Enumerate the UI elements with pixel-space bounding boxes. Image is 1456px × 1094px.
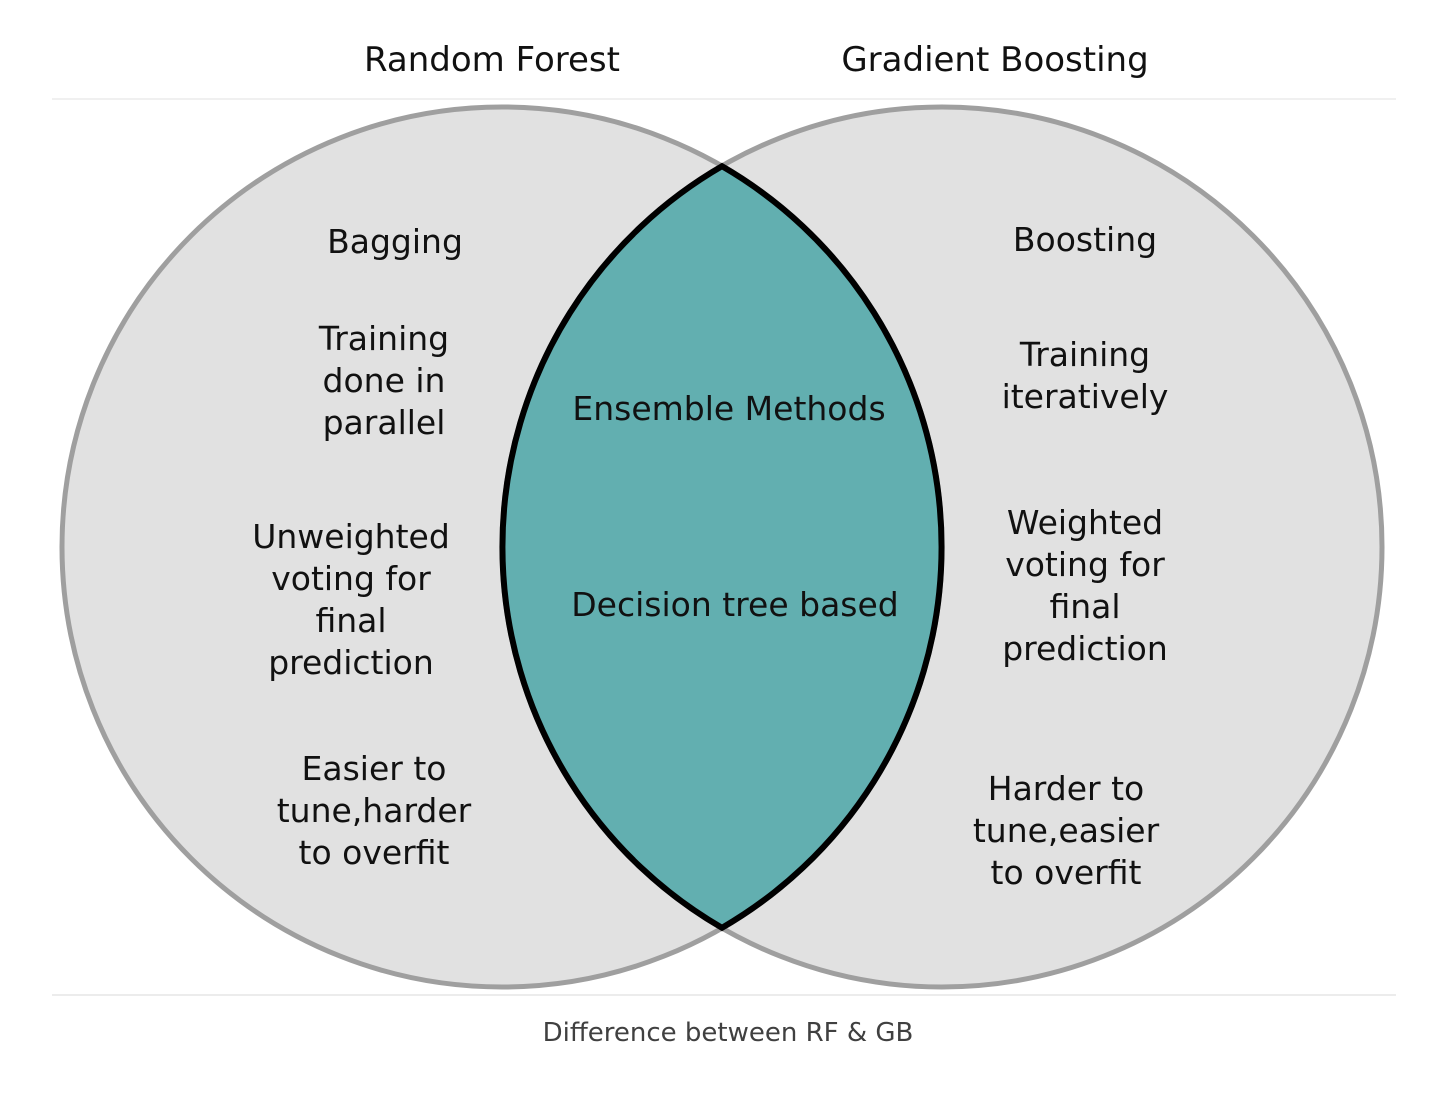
shared-item-ensemble: Ensemble Methods — [572, 389, 886, 428]
rf-item-training: Training done in parallel — [318, 319, 450, 442]
gb-item-boosting: Boosting — [1012, 220, 1158, 259]
rf-item-bagging: Bagging — [327, 222, 463, 261]
random-forest-title: Random Forest — [364, 40, 620, 80]
rf-item-tuning: Easier to tune,harder to overfit — [276, 749, 472, 872]
gb-item-training: Training iteratively — [1001, 335, 1169, 416]
gb-item-voting: Weighted voting for final prediction — [1002, 503, 1168, 668]
rf-item-voting: Unweighted voting for final prediction — [252, 517, 450, 682]
gradient-boosting-title: Gradient Boosting — [841, 40, 1149, 80]
gb-item-tuning: Harder to tune,easier to overfit — [972, 769, 1160, 892]
figure-caption: Difference between RF & GB — [542, 1018, 914, 1048]
overlap-region — [499, 162, 945, 932]
shared-item-decision-tree: Decision tree based — [571, 585, 899, 624]
